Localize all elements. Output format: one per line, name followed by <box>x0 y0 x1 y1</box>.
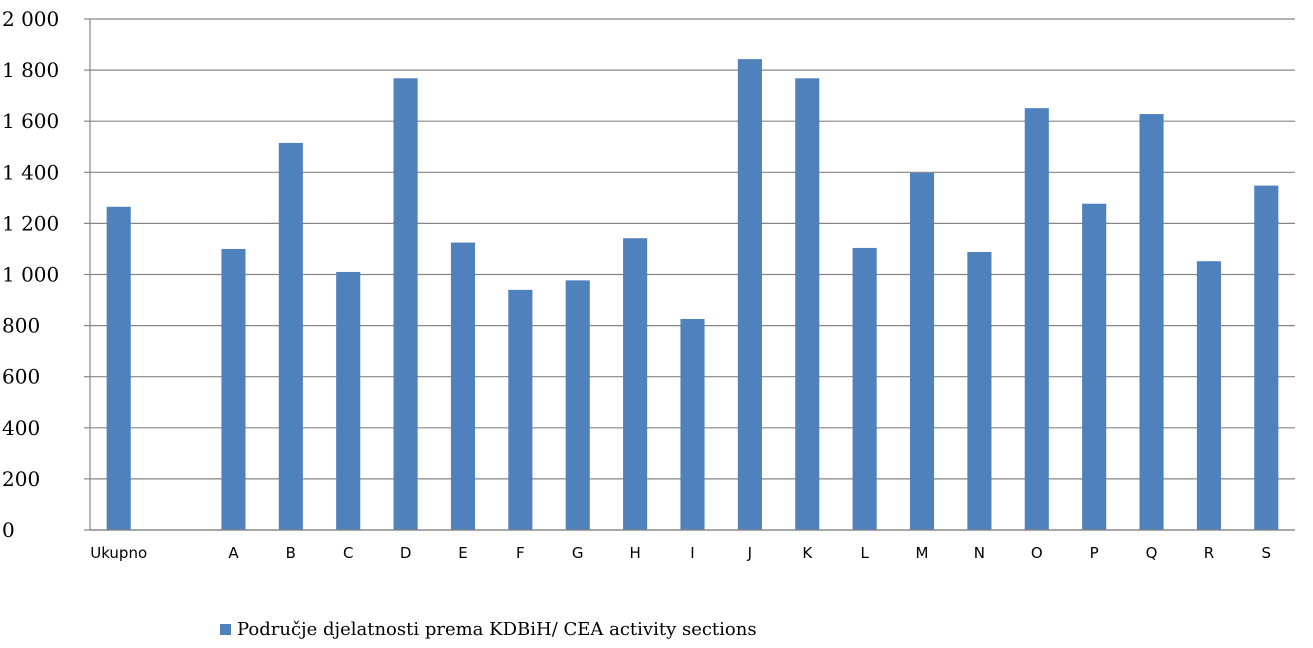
bar-h <box>623 238 648 530</box>
x-tick-label: I <box>690 544 694 562</box>
x-tick-label: E <box>458 544 467 562</box>
bar-ukupno <box>106 206 131 531</box>
y-tick-label: 2 000 <box>2 7 59 31</box>
bar-g <box>565 280 590 530</box>
x-tick-label: Q <box>1146 544 1158 562</box>
y-tick-label: 1 000 <box>2 263 59 287</box>
x-tick-label: P <box>1090 544 1099 562</box>
x-tick-label: D <box>400 544 412 562</box>
x-tick-label: C <box>343 544 353 562</box>
x-tick-label: S <box>1262 544 1272 562</box>
bar-e <box>450 242 476 530</box>
y-tick-label: 600 <box>2 365 40 389</box>
bar-a <box>221 248 246 530</box>
x-tick-label: G <box>572 544 584 562</box>
x-tick-label: N <box>974 544 985 562</box>
x-tick-label: L <box>860 544 869 562</box>
bar-q <box>1139 114 1164 531</box>
y-tick-label: 1 400 <box>2 160 59 184</box>
x-tick-label: F <box>516 544 525 562</box>
x-tick-label: Ukupno <box>90 544 147 562</box>
bar-j <box>737 59 762 531</box>
y-tick-label: 800 <box>2 314 40 338</box>
bar-m <box>909 172 935 530</box>
x-tick-label: H <box>629 544 640 562</box>
bar-s <box>1254 185 1279 530</box>
bar-n <box>967 252 992 531</box>
y-tick-label: 400 <box>2 416 40 440</box>
x-tick-label: M <box>916 544 929 562</box>
bar-p <box>1082 203 1107 530</box>
bar-o <box>1024 108 1049 531</box>
bars <box>106 59 1279 531</box>
legend-swatch <box>220 624 231 635</box>
y-tick-label: 1 600 <box>2 109 59 133</box>
bar-i <box>680 318 705 530</box>
x-tick-label: J <box>747 544 752 562</box>
bar-b <box>278 142 303 531</box>
x-axis: Ukupno A B C D E F G H I J K L M N O P Q R S <box>90 529 1295 562</box>
x-tick-label: K <box>802 544 813 562</box>
x-tick-label: A <box>228 544 239 562</box>
y-tick-label: 200 <box>2 467 40 491</box>
bar-l <box>852 247 877 531</box>
bar-c <box>336 271 361 530</box>
x-tick-label: O <box>1031 544 1043 562</box>
y-axis: 0 200 400 600 800 1 000 1 200 1 400 1 600 1 800 2 … <box>2 7 91 542</box>
x-tick-label: R <box>1204 544 1214 562</box>
legend: Područje djelatnosti prema KDBiH/ CEA ac… <box>220 619 757 640</box>
legend-label: Područje djelatnosti prema KDBiH/ CEA ac… <box>237 619 757 640</box>
y-tick-label: 1 200 <box>2 211 59 235</box>
x-tick-label: B <box>286 544 296 562</box>
bar-r <box>1196 261 1221 530</box>
bar-d <box>393 78 418 530</box>
y-tick-label: 0 <box>2 518 15 542</box>
bar-k <box>795 78 820 530</box>
y-tick-label: 1 800 <box>2 58 59 82</box>
bar-f <box>508 289 533 530</box>
